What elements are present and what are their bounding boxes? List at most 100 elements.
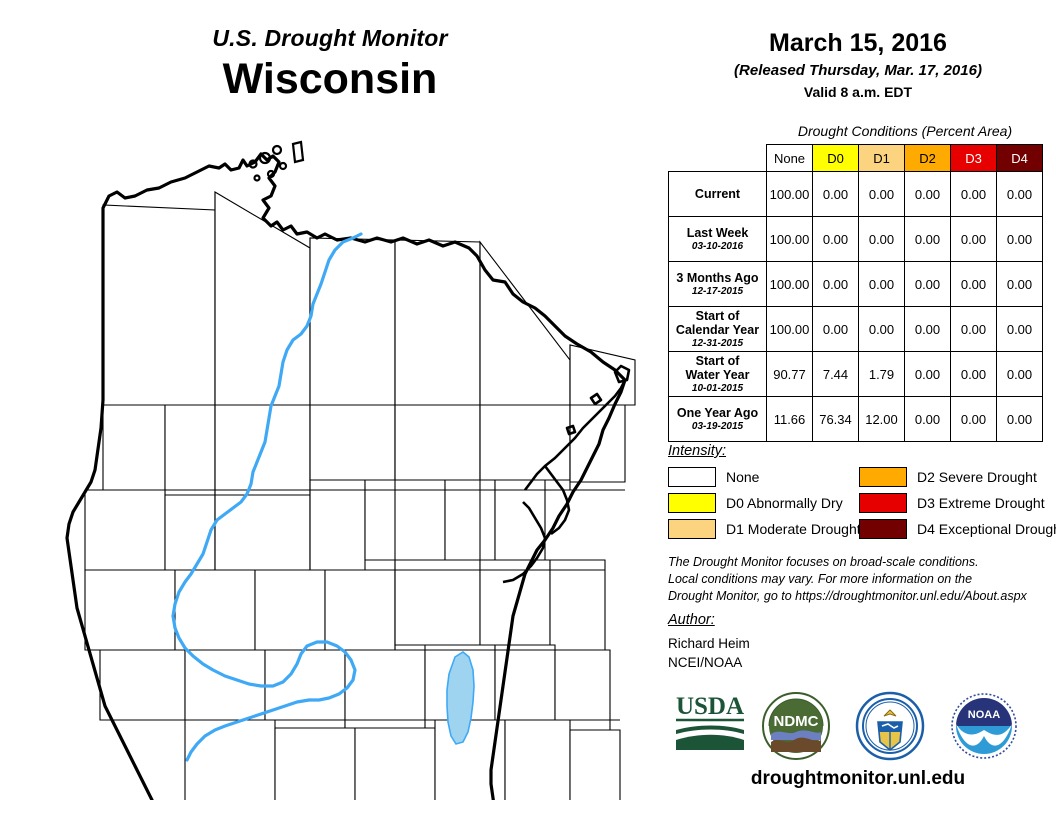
row-label: Start of Calendar Year 12-31-2015 (668, 306, 767, 352)
table-row: Start of Calendar Year 12-31-2015 100.00 0.0… (668, 306, 1043, 352)
row-label-name: One Year Ago (676, 405, 759, 420)
disclaimer-line-2: Local conditions may vary. For more info… (668, 572, 973, 586)
release-date: March 15, 2016 (769, 29, 947, 57)
legend-label: None (726, 469, 760, 485)
column-header-d4: D4 (996, 144, 1043, 172)
legend-label: D3 Extreme Drought (917, 495, 1045, 511)
disclaimer-text: The Drought Monitor focuses on broad-sca… (668, 554, 1056, 605)
column-header-d1: D1 (858, 144, 905, 172)
table-cell: 0.00 (858, 171, 905, 217)
table-caption: Drought Conditions (Percent Area) (797, 123, 1013, 139)
table-cell: 0.00 (996, 261, 1043, 307)
wisconsin-map-svg[interactable] (25, 130, 645, 816)
table-cell: 0.00 (950, 171, 997, 217)
wisconsin-map[interactable] (25, 130, 645, 816)
date-block: March 15, 2016 (Released Thursday, Mar. … (660, 28, 1056, 102)
row-label-name: Current (694, 187, 741, 201)
row-label: Start of Water Year 10-01-2015 (668, 351, 767, 397)
disclaimer-line-1: The Drought Monitor focuses on broad-sca… (668, 555, 979, 569)
table-cell: 11.66 (766, 396, 813, 442)
info-panel: March 15, 2016 (Released Thursday, Mar. … (660, 0, 1056, 816)
noaa-logo: NOAA (948, 690, 1020, 762)
noaa-logo-text: NOAA (968, 709, 1000, 721)
legend-label: D0 Abnormally Dry (726, 495, 843, 511)
author-affiliation: NCEI/NOAA (668, 655, 743, 670)
river-lower (185, 698, 311, 762)
legend-swatch (668, 519, 716, 539)
table-cell: 1.79 (858, 351, 905, 397)
table-row: 3 Months Ago 12-17-2015 100.00 0.00 0.00 0.00… (668, 261, 1043, 307)
legend-swatch (859, 493, 907, 513)
table-cell: 0.00 (858, 261, 905, 307)
map-title-block: U.S. Drought Monitor Wisconsin (0, 24, 660, 104)
table-row: Current 100.00 0.00 0.00 0.00 0.00 0.00 (668, 171, 1043, 217)
row-label-name: Last Week (686, 225, 749, 240)
row-label-name: Start of Water Year (685, 353, 750, 382)
table-cell: 0.00 (996, 306, 1043, 352)
legend-swatch (668, 467, 716, 487)
drought-conditions-table: None D0 D1 D2 D3 D4 Current 100.00 0.00 0.0… (668, 144, 1043, 442)
ndmc-logo: NDMC (760, 690, 832, 762)
legend-item: D0 Abnormally Dry (668, 491, 861, 515)
table-cell: 0.00 (950, 351, 997, 397)
table-cell: 0.00 (904, 216, 951, 262)
disclaimer-line-3: Drought Monitor, go to https://droughtmo… (668, 589, 1027, 603)
table-cell: 0.00 (812, 171, 859, 217)
row-label-date: 12-31-2015 (691, 337, 744, 349)
row-label-date: 03-10-2016 (691, 240, 744, 252)
table-cell: 0.00 (950, 306, 997, 352)
table-cell: 0.00 (950, 261, 997, 307)
table-cell: 100.00 (766, 171, 813, 217)
column-header-d0: D0 (812, 144, 859, 172)
apostle-islands (248, 140, 305, 182)
table-cell: 0.00 (950, 216, 997, 262)
drought-conditions-body: Current 100.00 0.00 0.00 0.00 0.00 0.00 Last We… (668, 171, 1043, 442)
legend-label: D4 Exceptional Drought (917, 521, 1056, 537)
river-wisconsin (171, 232, 363, 702)
table-cell: 100.00 (766, 261, 813, 307)
legend-label: D2 Severe Drought (917, 469, 1037, 485)
valid-line: Valid 8 a.m. EDT (803, 84, 913, 100)
county-boundaries (84, 191, 636, 816)
legend-swatch (859, 519, 907, 539)
legend-column-right: D2 Severe Drought D3 Extreme Drought D4 Ex… (859, 465, 1056, 543)
table-cell: 0.00 (904, 396, 951, 442)
author-heading: Author: (668, 612, 715, 628)
site-url[interactable]: droughtmonitor.unl.edu (750, 768, 966, 789)
state-title: Wisconsin (222, 55, 438, 103)
table-cell: 0.00 (904, 351, 951, 397)
table-row: Last Week 03-10-2016 100.00 0.00 0.00 0.00 0.0… (668, 216, 1043, 262)
table-cell: 0.00 (996, 396, 1043, 442)
logo-row: USDA NDMC (660, 690, 1056, 770)
row-label-name: Start of Calendar Year (675, 308, 760, 337)
intensity-heading: Intensity: (668, 443, 727, 459)
legend-label: D1 Moderate Drought (726, 521, 861, 537)
row-label: One Year Ago 03-19-2015 (668, 396, 767, 442)
map-panel: U.S. Drought Monitor Wisconsin (0, 24, 660, 816)
table-cell: 0.00 (996, 351, 1043, 397)
program-title: U.S. Drought Monitor (212, 25, 448, 51)
table-cell: 0.00 (812, 261, 859, 307)
table-cell: 0.00 (904, 306, 951, 352)
table-header-row: None D0 D1 D2 D3 D4 (669, 144, 1043, 172)
author-block: Richard Heim NCEI/NOAA (668, 634, 750, 672)
legend-item: D2 Severe Drought (859, 465, 1056, 489)
legend-item: D3 Extreme Drought (859, 491, 1056, 515)
table-cell: 0.00 (996, 171, 1043, 217)
department-of-commerce-seal (854, 690, 926, 762)
table-cell: 0.00 (812, 306, 859, 352)
table-cell: 7.44 (812, 351, 859, 397)
column-header-none: None (766, 144, 813, 172)
table-row: One Year Ago 03-19-2015 11.66 76.34 12.00 0.0… (668, 396, 1043, 442)
table-cell: 0.00 (950, 396, 997, 442)
table-cell: 76.34 (812, 396, 859, 442)
lake-winnebago (446, 651, 475, 745)
row-label-date: 10-01-2015 (691, 382, 744, 394)
table-cell: 100.00 (766, 306, 813, 352)
row-label: Last Week 03-10-2016 (668, 216, 767, 262)
row-label: Current (668, 171, 767, 217)
table-cell: 100.00 (766, 216, 813, 262)
column-header-d2: D2 (904, 144, 951, 172)
door-peninsula (502, 364, 631, 584)
header-corner-blank (669, 145, 767, 172)
